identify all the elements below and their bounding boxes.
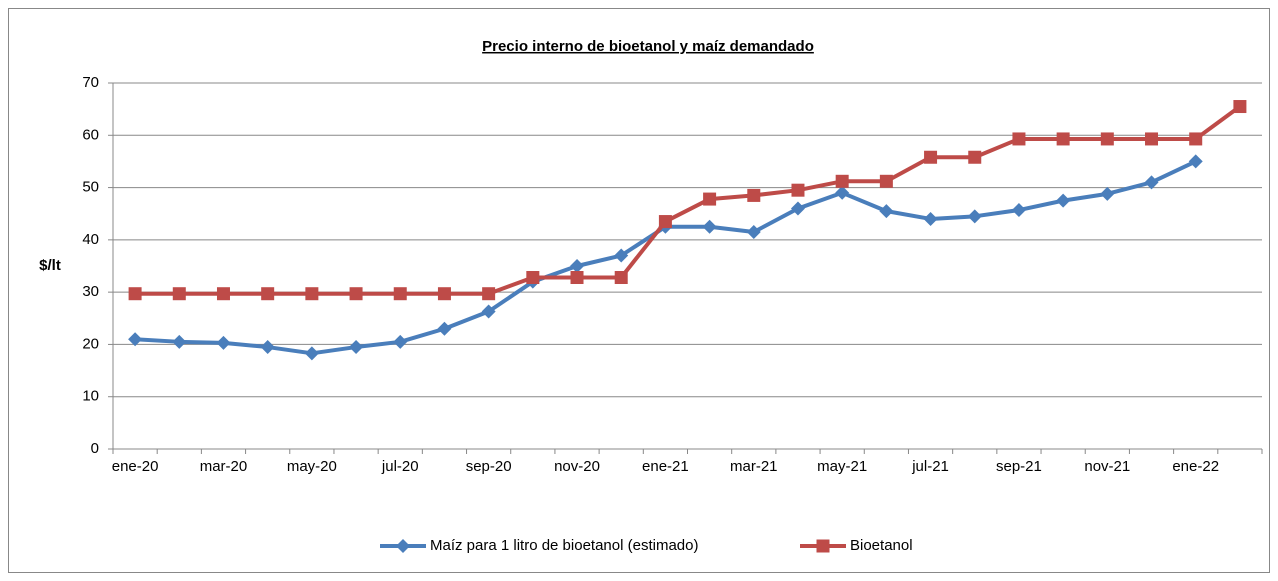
chart-title: Precio interno de bioetanol y maíz deman… <box>482 38 814 55</box>
legend-marker <box>396 539 410 553</box>
marker <box>349 340 364 355</box>
y-tick-label: 10 <box>82 388 99 405</box>
marker <box>1056 132 1070 146</box>
marker <box>128 332 143 347</box>
marker <box>924 150 938 164</box>
chart-border <box>8 8 1270 573</box>
marker <box>614 271 628 285</box>
x-tick-label: nov-20 <box>554 458 600 475</box>
y-tick-label: 70 <box>82 74 99 91</box>
x-tick-label: ene-20 <box>112 458 159 475</box>
marker <box>747 188 761 202</box>
marker <box>570 259 585 273</box>
marker <box>835 185 850 200</box>
marker <box>172 287 186 301</box>
x-tick-label: mar-21 <box>730 458 778 475</box>
marker <box>128 287 142 301</box>
marker <box>261 287 275 301</box>
y-tick-label: 50 <box>82 179 99 196</box>
marker <box>526 271 540 285</box>
marker <box>1144 175 1159 190</box>
marker <box>305 287 319 301</box>
y-axis-label: $/lt <box>39 257 61 274</box>
marker <box>482 287 496 301</box>
x-tick-label: may-20 <box>287 458 337 475</box>
x-tick-label: jul-20 <box>381 458 419 475</box>
y-tick-label: 60 <box>82 126 99 143</box>
marker <box>216 335 231 350</box>
y-tick-label: 30 <box>82 283 99 300</box>
marker <box>570 271 584 285</box>
marker <box>614 248 629 263</box>
x-tick-label: mar-20 <box>200 458 248 475</box>
marker <box>1056 193 1071 208</box>
marker <box>349 287 363 301</box>
marker <box>968 150 982 164</box>
marker <box>1145 132 1159 146</box>
marker <box>746 225 761 240</box>
x-tick-label: may-21 <box>817 458 867 475</box>
marker <box>437 321 452 336</box>
y-tick-label: 40 <box>82 231 99 248</box>
x-tick-label: sep-20 <box>466 458 512 475</box>
marker <box>481 304 496 319</box>
marker <box>703 192 717 206</box>
series-line <box>135 104 1242 296</box>
marker <box>967 209 982 224</box>
legend-label: Bioetanol <box>850 537 913 554</box>
marker <box>1189 132 1203 146</box>
x-tick-label: jul-21 <box>911 458 949 475</box>
marker <box>1233 100 1247 114</box>
x-tick-label: ene-22 <box>1172 458 1219 475</box>
marker <box>260 340 275 355</box>
marker <box>1100 132 1114 146</box>
marker <box>835 174 849 188</box>
marker <box>791 183 805 197</box>
marker <box>172 334 187 349</box>
marker <box>1011 203 1026 218</box>
y-tick-label: 0 <box>91 440 99 457</box>
marker <box>393 287 407 301</box>
marker <box>790 201 805 216</box>
legend-label: Maíz para 1 litro de bioetanol (estimado… <box>430 537 698 554</box>
x-tick-label: sep-21 <box>996 458 1042 475</box>
marker <box>658 215 672 229</box>
marker <box>923 211 938 226</box>
y-tick-label: 20 <box>82 335 99 352</box>
marker <box>393 334 408 349</box>
marker <box>1100 186 1115 201</box>
x-tick-label: ene-21 <box>642 458 689 475</box>
marker <box>304 346 319 361</box>
x-tick-label: nov-21 <box>1084 458 1130 475</box>
legend-marker <box>816 539 830 553</box>
marker <box>437 287 451 301</box>
marker <box>216 287 230 301</box>
marker <box>879 174 893 188</box>
marker <box>702 219 717 234</box>
marker <box>879 204 894 219</box>
marker <box>1012 132 1026 146</box>
marker <box>1188 154 1203 169</box>
